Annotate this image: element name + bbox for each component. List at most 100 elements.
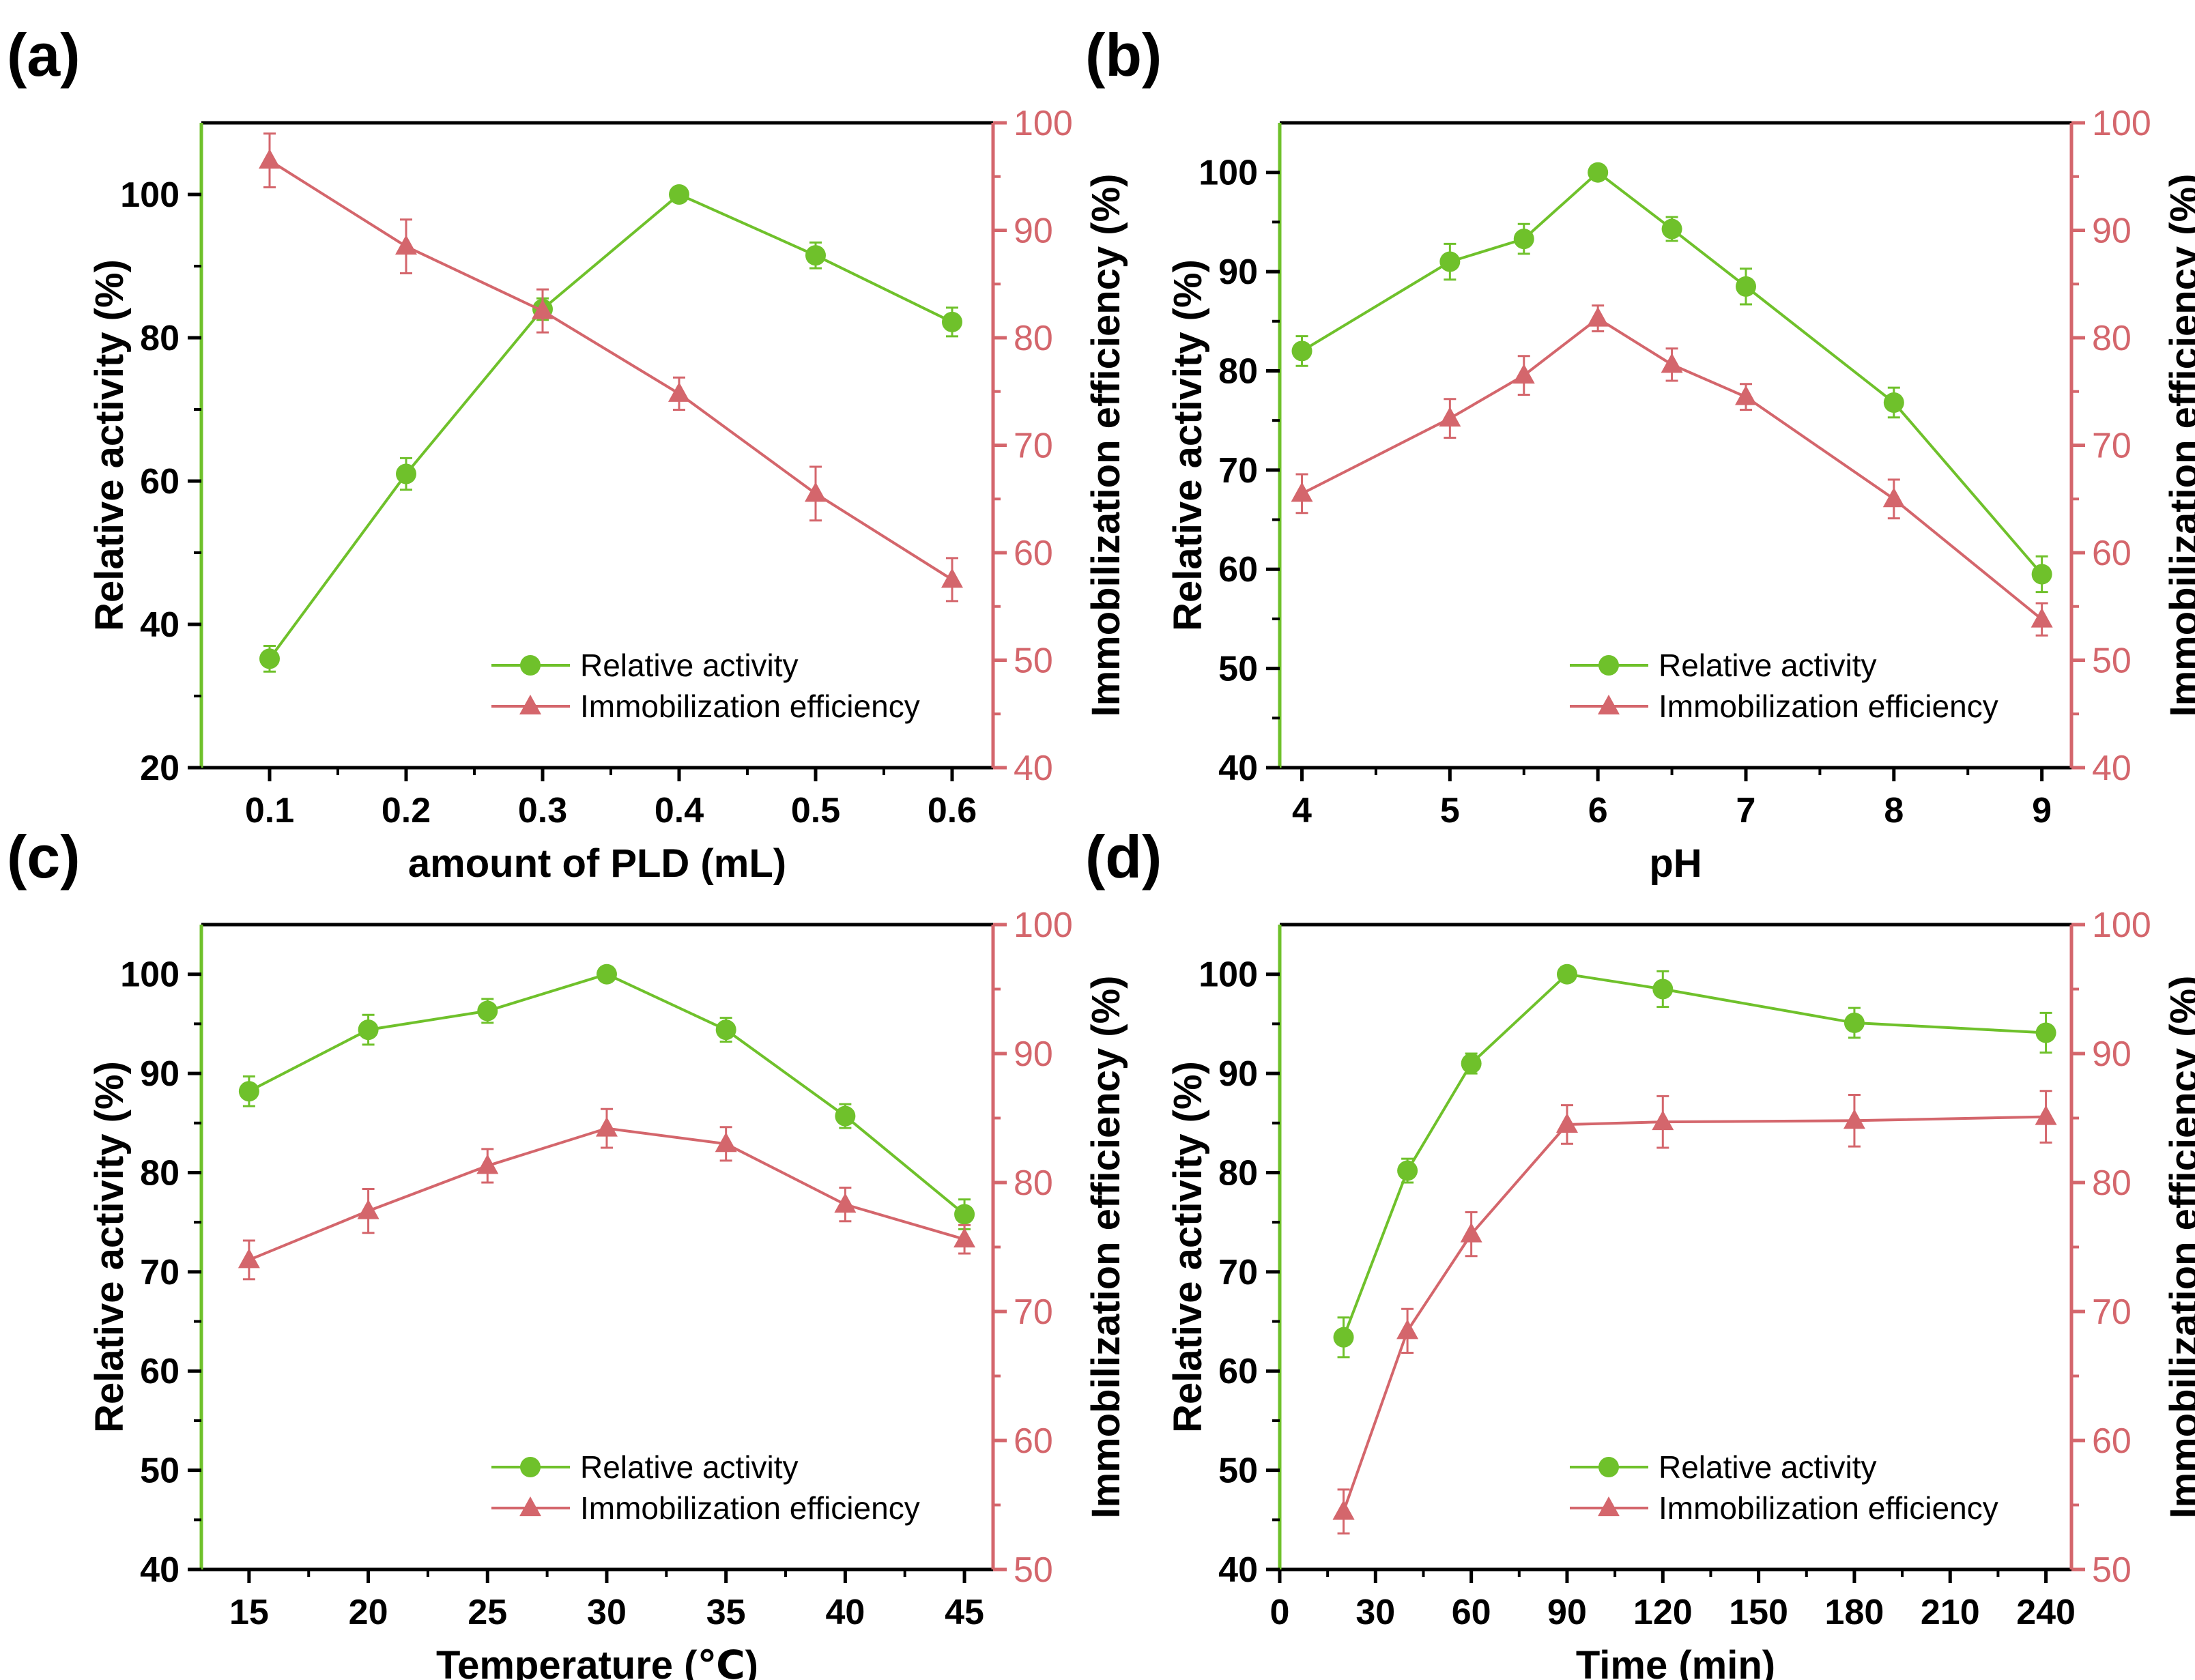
- legend-marker-circle: [1598, 1457, 1619, 1477]
- data-point-circle: [396, 463, 416, 484]
- legend-marker-triangle: [519, 1496, 541, 1516]
- data-point-circle: [715, 1019, 736, 1041]
- y2-tick-label: 80: [2092, 319, 2132, 358]
- panel-label: (c): [7, 823, 81, 890]
- data-point-circle: [1291, 341, 1312, 362]
- data-point-circle: [1333, 1327, 1354, 1348]
- data-point-triangle: [834, 1193, 857, 1213]
- data-point-triangle: [1661, 353, 1683, 373]
- data-point-triangle: [1652, 1110, 1674, 1131]
- data-point-triangle: [1439, 407, 1461, 427]
- legend-label: Immobilization efficiency: [1659, 689, 1998, 724]
- data-point-triangle: [2031, 607, 2053, 628]
- x-tick-label: 8: [1884, 791, 1904, 830]
- legend-marker-triangle: [519, 695, 541, 714]
- y-tick-label: 80: [1218, 351, 1258, 391]
- y2-tick-label: 40: [1014, 749, 1053, 788]
- x-tick-label: 9: [2032, 791, 2052, 830]
- y2-tick-label: 90: [1014, 1034, 1053, 1074]
- y2-tick-label: 70: [2092, 1292, 2132, 1332]
- x-tick-label: 5: [1440, 791, 1460, 830]
- y-tick-label: 100: [120, 955, 180, 995]
- x-tick-label: 60: [1452, 1593, 1491, 1632]
- y2-tick-label: 50: [2092, 1550, 2132, 1590]
- x-tick-label: 30: [1355, 1593, 1395, 1632]
- y2-tick-label: 40: [2092, 749, 2132, 788]
- y2-tick-label: 60: [2092, 1421, 2132, 1461]
- data-point-triangle: [476, 1154, 499, 1174]
- data-point-triangle: [715, 1132, 737, 1153]
- y2-axis-title: Immobilization efficiency (%): [2162, 976, 2195, 1519]
- data-point-circle: [477, 1000, 498, 1022]
- y-axis-title: Relative activity (%): [87, 1061, 132, 1433]
- y-tick-label: 80: [140, 319, 180, 358]
- y2-tick-label: 50: [2092, 641, 2132, 681]
- y2-tick-label: 100: [2092, 104, 2151, 143]
- y-tick-label: 70: [1218, 451, 1258, 491]
- y-tick-label: 90: [140, 1054, 180, 1094]
- y2-tick-label: 60: [2092, 534, 2132, 573]
- series-line: [1301, 317, 2043, 621]
- legend-label: Relative activity: [580, 1449, 799, 1485]
- y-tick-label: 40: [1218, 1550, 1258, 1590]
- data-point-circle: [1439, 251, 1461, 272]
- chart-b-svg: 40 50 60 70 80 90 100 40 50 60 70 80 90 100 4 5 6 7 8 9 pH Re…: [1166, 104, 2195, 886]
- y2-tick-label: 50: [1014, 641, 1053, 681]
- x-tick-label: 0.6: [928, 791, 977, 830]
- x-tick-label: 0.1: [245, 791, 294, 830]
- data-point-triangle: [1882, 487, 1905, 508]
- data-point-triangle: [1396, 1319, 1419, 1339]
- y2-tick-label: 70: [2092, 426, 2132, 466]
- y-tick-label: 50: [140, 1451, 180, 1491]
- x-tick-label: 35: [706, 1593, 746, 1632]
- data-point-circle: [1661, 218, 1682, 240]
- y2-tick-label: 100: [1014, 906, 1073, 945]
- y2-tick-label: 60: [1014, 1421, 1053, 1461]
- data-point-circle: [1883, 392, 1904, 413]
- legend-label: Relative activity: [1659, 1449, 1877, 1485]
- data-point-circle: [835, 1105, 856, 1127]
- x-tick-label: 120: [1633, 1593, 1693, 1632]
- y2-tick-label: 50: [1014, 1550, 1053, 1590]
- y2-tick-label: 80: [2092, 1163, 2132, 1203]
- y-tick-label: 60: [140, 462, 180, 502]
- y-axis-title: Relative activity (%): [1166, 1061, 1210, 1433]
- panel-c: 40 50 60 70 80 90 100 50 60 70 80 90 100 15 20 25 30 35 40…: [0, 802, 1128, 1680]
- data-point-triangle: [1460, 1222, 1482, 1243]
- data-point-circle: [1843, 1012, 1865, 1033]
- data-point-circle: [942, 311, 962, 332]
- x-tick-label: 30: [587, 1593, 627, 1632]
- data-point-circle: [1735, 276, 1756, 297]
- data-point-circle: [954, 1204, 975, 1225]
- y-tick-label: 60: [1218, 1352, 1258, 1391]
- data-point-triangle: [532, 299, 554, 319]
- y-tick-label: 60: [140, 1352, 180, 1391]
- legend-label: Immobilization efficiency: [580, 689, 920, 724]
- y-axis-title: Relative activity (%): [87, 259, 132, 631]
- x-tick-label: 25: [468, 1593, 507, 1632]
- chart-d-svg: 40 50 60 70 80 90 100 50 60 70 80 90 100 0 30 60 90 120 15…: [1166, 906, 2195, 1680]
- data-point-triangle: [1843, 1109, 1865, 1129]
- data-point-triangle: [238, 1248, 260, 1269]
- data-point-triangle: [259, 149, 281, 169]
- chart-c-svg: 40 50 60 70 80 90 100 50 60 70 80 90 100 15 20 25 30 35 40…: [87, 906, 1128, 1680]
- panel-b: 40 50 60 70 80 90 100 40 50 60 70 80 90 100 4 5 6 7 8 9 pH Re…: [1078, 0, 2195, 886]
- y-tick-label: 50: [1218, 650, 1258, 689]
- y2-axis-title: Immobilization efficiency (%): [1084, 174, 1128, 717]
- series-line: [268, 159, 953, 581]
- legend-label: Immobilization efficiency: [1659, 1490, 1998, 1526]
- x-tick-label: 240: [2016, 1593, 2076, 1632]
- panel-d: 40 50 60 70 80 90 100 50 60 70 80 90 100 0 30 60 90 120 15…: [1078, 802, 2195, 1680]
- y2-tick-label: 90: [2092, 212, 2132, 251]
- data-point-triangle: [805, 482, 827, 502]
- data-point-circle: [2031, 564, 2052, 585]
- y-tick-label: 40: [1218, 749, 1258, 788]
- x-tick-label: 0: [1270, 1593, 1290, 1632]
- y-axis-title: Relative activity (%): [1166, 259, 1210, 631]
- y2-tick-label: 90: [2092, 1034, 2132, 1074]
- x-tick-label: 40: [825, 1593, 865, 1632]
- data-point-triangle: [953, 1228, 976, 1248]
- legend-marker-triangle: [1598, 695, 1620, 714]
- y-tick-label: 40: [140, 1550, 180, 1590]
- y2-axis-title: Immobilization efficiency (%): [1084, 976, 1128, 1519]
